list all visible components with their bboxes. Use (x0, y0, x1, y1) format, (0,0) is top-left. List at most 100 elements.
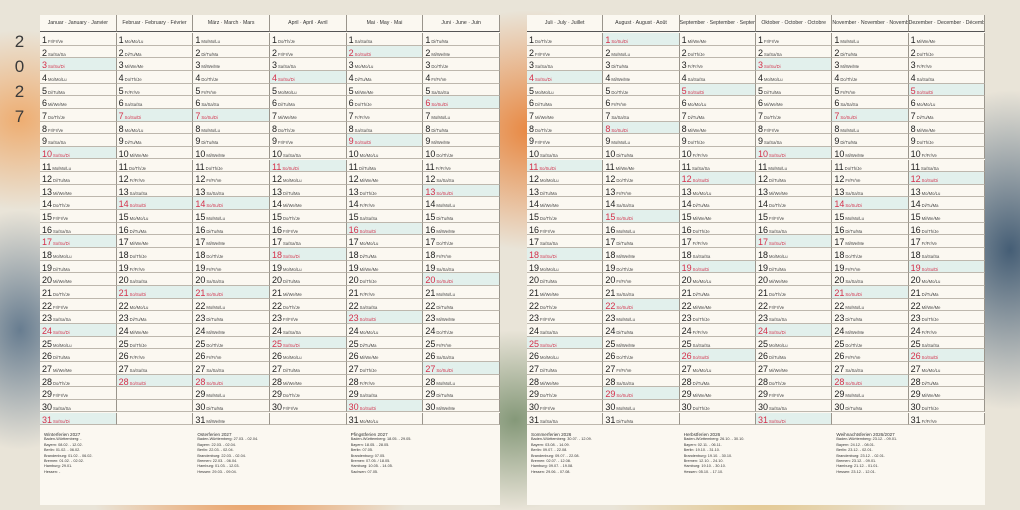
weekday: So/Su/Di (616, 216, 633, 222)
weekday: So/Su/Di (616, 304, 633, 310)
day-cell: 20So/Su/Di (423, 273, 500, 286)
weekday: Sa/Sa/Sa (692, 342, 711, 348)
weekday: Mo/Mo/Lu (431, 114, 450, 120)
day-number: 29 (348, 389, 359, 400)
weekday: Di/Tu/Ma (845, 228, 863, 234)
weekday: Di/Tu/Ma (359, 254, 377, 260)
weekday: Fr/Fr/Ve (206, 355, 222, 361)
day-cell: 3Mi/We/Me (832, 58, 909, 71)
weekday: Sa/Sa/Sa (921, 342, 940, 348)
weekday: Fr/Fr/Ve (124, 89, 140, 95)
weekday: So/Su/Di (921, 266, 939, 272)
day-cell: 10Fr/Fr/Ve (908, 146, 985, 160)
day-number: 3 (681, 60, 687, 71)
day-number: 31 (195, 414, 206, 425)
day-cell: 4Mo/Mo/Lu (756, 70, 833, 84)
weekday: Do/Th/Je (692, 405, 710, 411)
weekday: Fr/Fr/Ve (359, 203, 375, 209)
day-cell: 23Di/Tu/Ma (116, 311, 194, 324)
weekday: So/Su/Di (692, 178, 710, 184)
month-header: Dezember · December · Décembre (908, 15, 985, 32)
day-cell: 18So/Su/Di (527, 248, 604, 261)
weekday: Do/Th/Je (206, 254, 224, 260)
day-cell: 3Di/Tu/Ma (603, 58, 680, 71)
weekday: Di/Tu/Ma (845, 317, 863, 323)
day-number: 26 (758, 351, 769, 362)
day-number: 18 (758, 250, 769, 261)
day-cell: 12Di/Tu/Ma (40, 172, 117, 185)
day-number: 24 (348, 325, 359, 336)
weekday: Di/Tu/Ma (53, 266, 70, 272)
day-cell: 6Mi/We/Me (756, 96, 833, 109)
weekday: Mi/We/Me (431, 140, 451, 146)
day-cell: 21So/Su/Di (193, 286, 270, 299)
weekday: Do/Th/Je (616, 178, 634, 184)
weekday: Mo/Mo/Lu (436, 203, 455, 209)
day-cell: 21So/Su/Di (116, 286, 194, 299)
weekday: Mi/We/Me (540, 380, 559, 386)
day-number: 18 (348, 250, 359, 261)
day-number: 6 (758, 98, 764, 109)
day-number: 17 (42, 237, 53, 248)
note-line: Baden-Württemberg: 26.10. - 30.10. (683, 437, 745, 442)
month-header: Oktober · October · Octobre (756, 15, 833, 32)
day-cell: 25So/Su/Di (527, 336, 604, 350)
weekday: Fr/Fr/Ve (692, 329, 708, 335)
weekday: So/Su/Di (921, 355, 939, 361)
weekday: Fr/Fr/Ve (540, 317, 556, 323)
day-number: 8 (529, 123, 535, 134)
day-number: 13 (425, 186, 436, 197)
day-cell: 26Mi/We/Me (346, 349, 424, 362)
weekday: Mo/Mo/Lu (201, 39, 220, 44)
day-cell: 5So/Su/Di (679, 83, 756, 97)
day-number: 5 (195, 85, 201, 96)
day-cell: 26Mo/Mo/Lu (527, 349, 604, 362)
weekday: So/Su/Di (769, 152, 786, 158)
day-number: 20 (758, 275, 769, 286)
day-number: 7 (272, 110, 278, 121)
weekday: Sa/Sa/Sa (616, 203, 635, 209)
weekday: So/Su/Di (539, 165, 556, 171)
note-line: Brandenburg: 01.02. - 06.02. (44, 453, 93, 458)
day-number: 30 (348, 401, 359, 412)
weekday: Mo/Mo/Lu (845, 216, 864, 222)
day-cell: 24Mi/We/Me (193, 323, 270, 337)
weekday: Fr/Fr/Ve (769, 216, 785, 222)
weekday: Mi/We/Me (540, 292, 559, 297)
day-cell: 26Sa/Sa/Sa (423, 349, 500, 362)
note-line: Berlin: 23.12. - 02.01. (836, 448, 873, 453)
day-number: 2 (118, 47, 124, 58)
day-cell: 26Mo/Mo/Lu (270, 349, 347, 362)
day-cell: 19Di/Tu/Ma (40, 260, 117, 274)
day-cell: 12Fr/Fr/Ve (116, 172, 194, 185)
day-cell: 21Mi/We/Me (527, 286, 604, 299)
day-cell: 18Mo/Mo/Lu (756, 248, 833, 261)
day-cell: 4Di/Tu/Ma (346, 70, 424, 84)
day-cell: 4Do/Th/Je (832, 70, 909, 84)
weekday: So/Su/Di (769, 241, 786, 247)
day-number: 24 (425, 325, 436, 336)
weekday: Sa/Sa/Sa (53, 317, 71, 323)
weekday: Do/Th/Je (53, 380, 71, 386)
day-number: 3 (758, 60, 764, 71)
weekday: So/Su/Di (53, 418, 70, 424)
day-cell: 5Do/Th/Je (603, 83, 680, 97)
day-cell: 27Mo/Mo/Lu (679, 361, 756, 375)
day-cell: 20Sa/Sa/Sa (116, 273, 194, 286)
empty-cell (116, 399, 194, 413)
day-cell: 17So/Su/Di (756, 235, 833, 249)
day-cell: 9Di/Tu/Ma (116, 134, 194, 147)
day-cell: 31Fr/Fr/Ve (908, 412, 985, 426)
day-number: 27 (834, 363, 845, 374)
day-number: 21 (605, 288, 616, 298)
day-number: 30 (529, 401, 540, 412)
note-line: Bremen: 02.07. - 12.08. (531, 459, 571, 464)
note-line: Bayern: 08.02. - 12.02. (44, 442, 83, 447)
day-number: 27 (605, 363, 616, 374)
day-cell: 19Mo/Mo/Lu (270, 260, 347, 274)
weekday: Fr/Fr/Ve (921, 152, 937, 158)
day-number: 22 (681, 300, 692, 311)
day-cell: 22Fr/Fr/Ve (40, 298, 117, 312)
weekday: Mo/Mo/Lu (52, 165, 71, 171)
day-number: 2 (758, 47, 764, 58)
